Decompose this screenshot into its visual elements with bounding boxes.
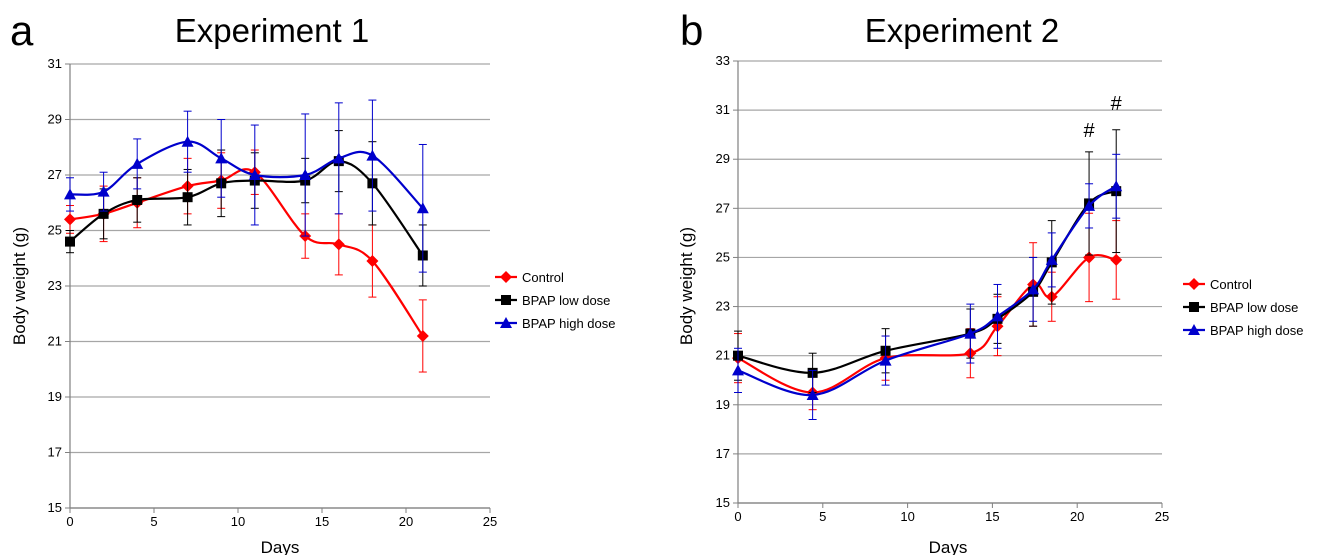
panel-b-x-tick-label: 5	[819, 509, 826, 524]
panel-b-y-tick-label: 33	[716, 53, 730, 68]
panel-a-x-axis-label: Days	[261, 538, 300, 555]
panel-b-x-axis-label: Days	[929, 538, 968, 555]
panel-b-x-tick-label: 20	[1070, 509, 1084, 524]
panel-b-legend-marker	[1188, 324, 1200, 335]
panel-b-x-tick-label: 15	[985, 509, 999, 524]
panel-a-y-tick-label: 21	[48, 334, 62, 349]
panel-a-legend-marker	[500, 317, 512, 328]
panel-a-legend-label: BPAP high dose	[522, 316, 615, 331]
panel-a-x-tick-label: 25	[483, 514, 497, 529]
panel-b-legend-label: BPAP low dose	[1210, 300, 1298, 315]
panel-a-series-bpap-low-dose-point	[182, 192, 193, 203]
panel-b-series-bpap-high-dose-point	[964, 327, 977, 339]
panel-b-series-bpap-low-dose-line	[737, 190, 1117, 375]
panel-b-plot: 15 17 19 21 23 25 27 29 31 33 0 5 10 15 20 25 # # Control B…	[716, 53, 1304, 524]
panel-b-y-tick-label: 25	[716, 249, 730, 264]
panel-a-letter: a	[10, 7, 34, 54]
panel-b-series-bpap-high-dose	[732, 153, 1123, 421]
panel-a-y-tick-label: 15	[48, 500, 62, 515]
panel-a-series-bpap-high-dose-point	[332, 152, 345, 164]
panel-a-series-control-point	[332, 238, 345, 251]
panel-b-x-tick-label: 0	[734, 509, 741, 524]
panel-a-series-bpap-high-dose-point	[299, 169, 312, 180]
panel-b-legend-item: Control	[1183, 277, 1252, 292]
panel-b-series-bpap-high-dose-point	[1045, 253, 1058, 265]
panel-a-series-bpap-high-dose-point	[97, 185, 110, 197]
panel-a-series-bpap-high-dose-point	[416, 202, 429, 214]
panel-a-series-bpap-high-dose-point	[248, 169, 261, 180]
panel-a-series-bpap-high-dose	[64, 99, 429, 273]
panel-b-title: Experiment 2	[865, 12, 1059, 49]
panel-a-legend-label: BPAP low dose	[522, 293, 610, 308]
panel-b-y-tick-label: 15	[716, 495, 730, 510]
panel-b-y-tick-label: 27	[716, 200, 730, 215]
panel-a-legend-label: Control	[522, 270, 564, 285]
panel-b-series-bpap-high-dose-point	[1110, 180, 1123, 192]
panel-a-legend-marker	[500, 271, 512, 283]
panel-b-annotation: #	[1084, 120, 1096, 142]
panel-a-x-tick-label: 5	[150, 514, 157, 529]
panel-a-series-bpap-low-dose-point	[65, 236, 75, 247]
panel-a-series-bpap-low-dose-point	[98, 208, 109, 219]
panel-b-legend-marker	[1188, 278, 1200, 290]
panel-a-x-tick-label: 15	[315, 514, 329, 529]
panel-b-series-bpap-high-dose-point	[879, 354, 892, 366]
panel-a-y-tick-label: 27	[48, 167, 62, 182]
panel-b-y-tick-label: 29	[716, 151, 730, 166]
panel-b-y-tick-label: 23	[716, 299, 730, 314]
panel-a-legend-marker	[501, 295, 511, 305]
panel-a-legend-item: BPAP high dose	[495, 316, 615, 331]
panel-b-series-bpap-high-dose-point	[806, 388, 819, 400]
panel-a-series-control-point	[416, 329, 429, 342]
panel-a-y-tick-label: 23	[48, 278, 62, 293]
panel-b-series-bpap-high-dose-point	[1083, 199, 1096, 211]
panel-b-y-tick-label: 19	[716, 397, 730, 412]
panel-a-series-control-point	[64, 213, 76, 226]
panel-a-series-bpap-high-dose-point	[215, 152, 228, 164]
panel-b-letter: b	[680, 7, 703, 54]
panel-a-series-bpap-high-dose-point	[131, 157, 144, 169]
panel-b-series-bpap-high-dose-point	[732, 364, 744, 376]
panel-a-series-bpap-high-dose-point	[366, 149, 379, 161]
panel-b-y-tick-label: 31	[716, 102, 730, 117]
panel-b-series-bpap-high-dose-point	[1027, 283, 1040, 295]
panel-b-legend-marker	[1189, 302, 1199, 312]
panel-a-y-tick-label: 29	[48, 112, 62, 127]
panel-a-x-tick-label: 10	[231, 514, 245, 529]
panel-a-series-bpap-high-dose-point	[181, 135, 194, 147]
panel-b-series-control-line	[737, 254, 1117, 394]
panel-a-y-axis-label: Body weight (g)	[10, 227, 29, 345]
panel-a-plot: 15 17 19 21 23 25 27 29 31 0 5 10 15 20 25 Control BPAP …	[48, 56, 616, 529]
panel-b-y-tick-label: 17	[716, 446, 730, 461]
panel-a-y-tick-label: 19	[48, 389, 62, 404]
panel-a-y-tick-label: 31	[48, 56, 62, 71]
panel-b-series-control-point	[1083, 251, 1096, 264]
panel-a-series-control-line	[69, 168, 424, 337]
panel-b-y-axis-label: Body weight (g)	[677, 227, 696, 345]
panel-a-series-bpap-high-dose-line	[69, 140, 424, 210]
panel-b-x-tick-label: 25	[1155, 509, 1169, 524]
panel-a-x-tick-label: 20	[399, 514, 413, 529]
panel-b-x-tick-label: 10	[900, 509, 914, 524]
panel-b-series-bpap-high-dose-point	[991, 310, 1004, 322]
panel-a-series-bpap-low-dose-line	[69, 159, 424, 257]
panel-b-legend-item: BPAP low dose	[1183, 300, 1298, 315]
panel-a-legend-item: Control	[495, 270, 564, 285]
panel-b-legend-label: Control	[1210, 277, 1252, 292]
panel-b-series-bpap-low-dose	[733, 129, 1122, 393]
panel-a-series-bpap-high-dose-point	[64, 188, 76, 200]
panel-b-y-tick-label: 21	[716, 348, 730, 363]
panel-b-annotation: #	[1111, 93, 1123, 115]
panel-a-series-bpap-low-dose-point	[132, 194, 143, 205]
panel-a-title: Experiment 1	[175, 12, 369, 49]
panel-a-legend-item: BPAP low dose	[495, 293, 610, 308]
panel-a-y-tick-label: 17	[48, 445, 62, 460]
panel-a-y-tick-label: 25	[48, 223, 62, 238]
panel-b-legend-item: BPAP high dose	[1183, 323, 1303, 338]
panel-b-series-control-point	[1110, 253, 1123, 266]
panel-a-series-control-point	[366, 255, 379, 268]
panel-a-x-tick-label: 0	[66, 514, 73, 529]
panel-b-legend-label: BPAP high dose	[1210, 323, 1303, 338]
